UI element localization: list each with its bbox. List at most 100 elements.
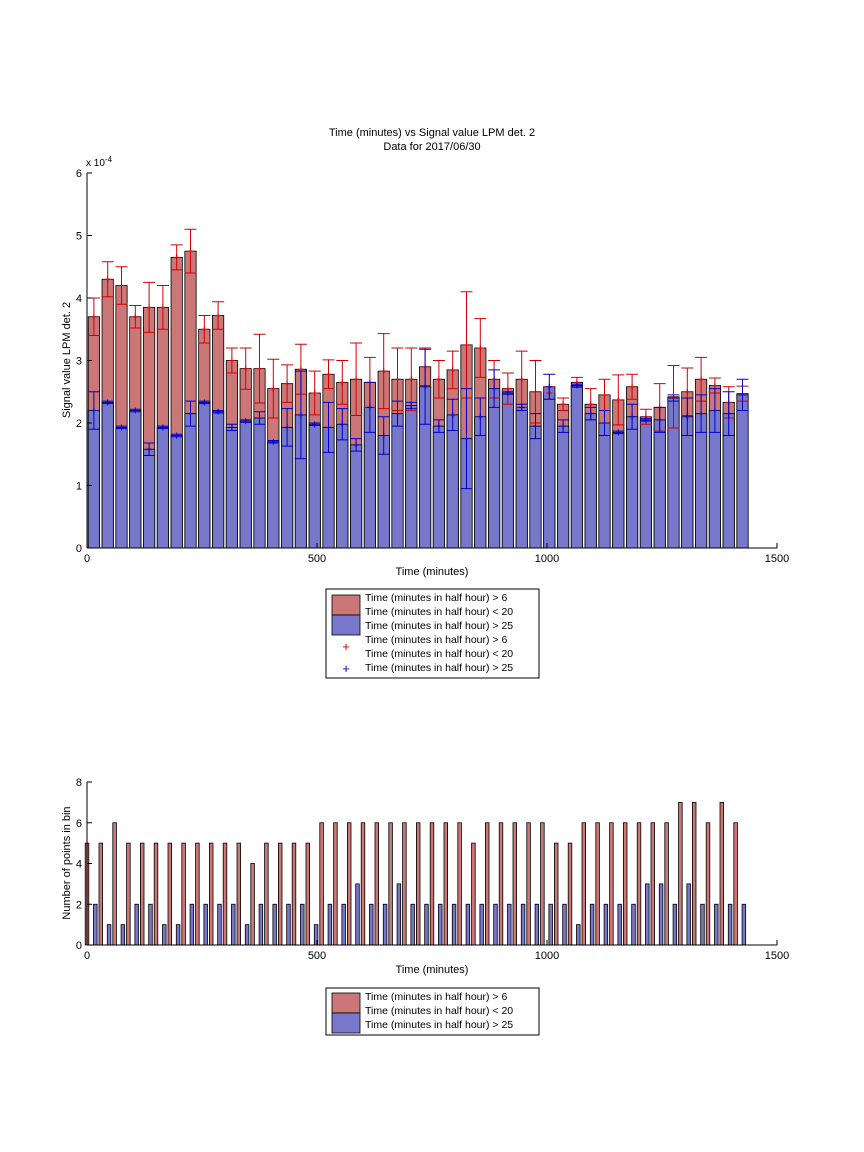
count-bar-over-25: [410, 903, 415, 946]
count-bar-over-25: [589, 903, 595, 946]
count-bar-range-6-20: [236, 842, 241, 946]
bar-over-25: [143, 448, 156, 549]
count-bar-range-6-20: [416, 822, 421, 946]
count-bar-over-25: [355, 883, 360, 946]
count-bar-over-25: [369, 903, 374, 946]
count-bar-range-6-20: [429, 822, 435, 946]
x-tick-label: 1500: [765, 950, 789, 962]
y-tick-label: 4: [76, 859, 82, 871]
bar-over-25: [488, 388, 501, 549]
count-bar-range-6-20: [167, 842, 172, 946]
count-bar-range-6-20: [305, 842, 310, 946]
x-tick-label: 1500: [765, 553, 789, 565]
bar-over-25: [501, 392, 514, 549]
legend-entry: Time (minutes in half hour) > 6: [365, 991, 507, 1003]
signal-axes: 0 500 1000 1500 0 1 2 3 4 5 6: [76, 168, 789, 565]
count-bar-over-25: [700, 903, 705, 946]
count-bar-over-25: [562, 903, 567, 946]
count-legend: Time (minutes in half hour) > 6 Time (mi…: [325, 987, 540, 1036]
legend-entry: Time (minutes in half hour) > 25: [365, 662, 513, 674]
count-bar-over-25: [438, 903, 443, 946]
count-bar-range-6-20: [291, 842, 297, 946]
x-tick-label: 0: [84, 950, 90, 962]
bar-over-25: [598, 422, 611, 549]
y-tick-label: 2: [76, 418, 82, 430]
count-bar-range-6-20: [664, 822, 669, 946]
legend-box: [325, 987, 540, 1036]
count-bar-range-6-20: [692, 801, 697, 946]
count-bar-range-6-20: [512, 822, 517, 946]
legend-box: [325, 588, 540, 679]
count-bar-over-25: [741, 903, 747, 946]
count-bar-over-25: [645, 883, 650, 946]
count-bar-range-6-20: [609, 822, 614, 946]
count-bar-over-25: [714, 903, 719, 946]
bar-over-25: [336, 423, 349, 549]
count-bar-over-25: [244, 924, 250, 946]
count-bar-over-25: [520, 903, 526, 946]
bar-over-25: [543, 386, 556, 549]
legend-marker-red-plus: +: [342, 639, 350, 654]
legend-swatch-red: [331, 594, 361, 616]
legend-swatch-blue: [331, 1012, 361, 1034]
y-tick-label: 6: [76, 168, 82, 180]
count-bar-over-25: [631, 903, 636, 946]
count-bar-range-6-20: [195, 842, 200, 946]
count-bar-range-6-20: [498, 822, 504, 946]
count-bar-over-25: [93, 903, 98, 946]
count-bar-range-6-20: [678, 801, 683, 946]
bar-over-25: [87, 410, 100, 549]
bar-over-25: [101, 401, 114, 549]
count-bar-over-25: [617, 903, 622, 946]
count-bar-range-6-20: [457, 822, 462, 946]
count-bar-over-25: [603, 903, 609, 946]
y-exponent-base: x 10: [86, 158, 105, 169]
bar-over-25: [405, 405, 418, 549]
count-bar-over-25: [175, 924, 181, 946]
count-bar-over-25: [548, 903, 553, 946]
bar-over-25: [515, 406, 528, 549]
x-tick-label: 1000: [535, 553, 559, 565]
bar-over-25: [639, 419, 652, 549]
bar-over-25: [653, 419, 666, 549]
count-bar-over-25: [507, 903, 512, 946]
signal-legend: + + Time (minutes in half hour) > 6 Time…: [325, 588, 540, 679]
count-bar-over-25: [672, 903, 678, 946]
bar-over-25: [626, 416, 639, 549]
bar-over-25: [736, 394, 749, 549]
bar-over-25: [391, 413, 404, 549]
count-bar-over-25: [493, 903, 498, 946]
y-exponent-power: -4: [105, 155, 113, 164]
count-bar-over-25: [134, 903, 139, 946]
count-bar-range-6-20: [140, 842, 145, 946]
y-tick-label: 8: [76, 777, 82, 789]
count-bar-range-6-20: [98, 842, 103, 946]
legend-swatch-red: [331, 992, 361, 1014]
count-bar-range-6-20: [126, 842, 131, 946]
bar-over-25: [681, 416, 694, 549]
y-axis-label: Signal value LPM det. 2: [61, 302, 73, 418]
count-bar-over-25: [286, 903, 291, 946]
bar-over-25: [253, 417, 266, 549]
bar-over-25: [432, 425, 445, 549]
count-bar-range-6-20: [636, 822, 642, 946]
count-bar-range-6-20: [347, 822, 352, 946]
count-bar-range-6-20: [526, 822, 531, 946]
x-axis-label: Time (minutes): [396, 964, 469, 976]
count-bar-over-25: [162, 924, 167, 946]
y-tick-label: 1: [76, 481, 82, 493]
count-bar-range-6-20: [153, 842, 159, 946]
bar-over-25: [212, 411, 225, 549]
count-bar-range-6-20: [650, 822, 655, 946]
count-bar-over-25: [658, 883, 664, 946]
y-axis-label: Number of points in bin: [61, 806, 73, 919]
chart-subtitle: Data for 2017/06/30: [383, 141, 480, 153]
count-bar-range-6-20: [733, 822, 738, 946]
count-bar-range-6-20: [181, 842, 186, 946]
y-tick-label: 2: [76, 899, 82, 911]
count-bar-range-6-20: [250, 863, 255, 946]
count-bar-over-25: [217, 903, 222, 946]
count-bar-range-6-20: [264, 842, 269, 946]
legend-entry: Time (minutes in half hour) > 25: [365, 620, 513, 632]
